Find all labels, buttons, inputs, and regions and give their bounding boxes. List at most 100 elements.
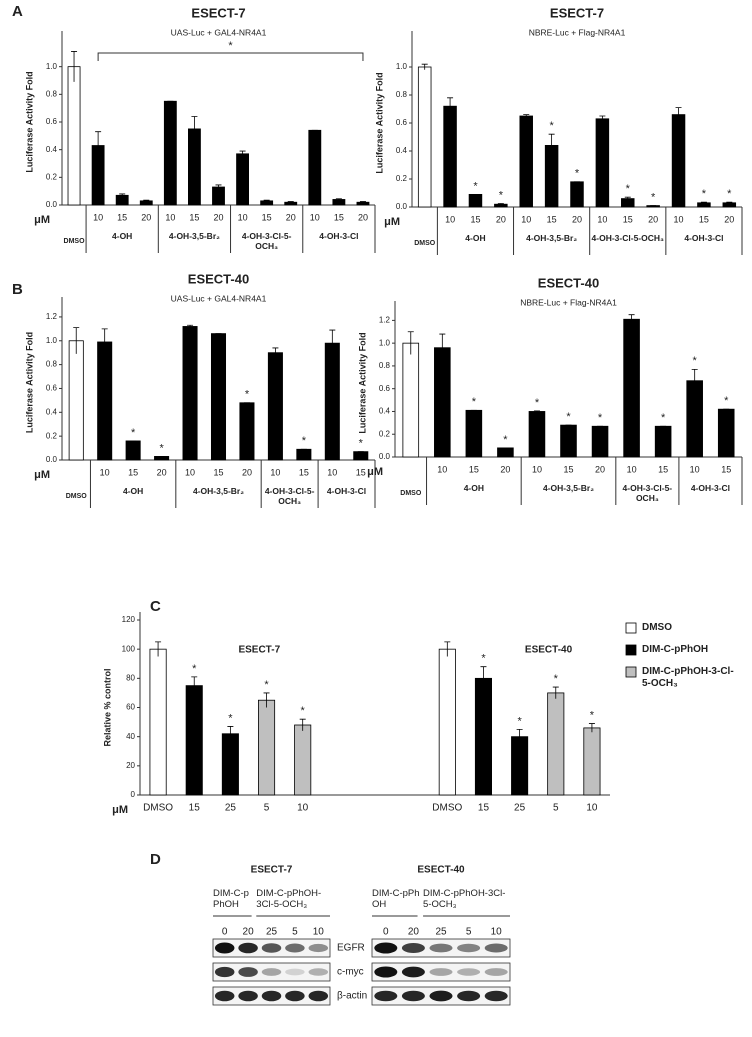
significance-star: *	[535, 397, 540, 409]
error-bar	[359, 201, 366, 203]
y-tick-label: 0.4	[379, 407, 391, 416]
group-label: 4-OH	[112, 231, 133, 241]
protein-label: c-myc	[337, 967, 364, 978]
significance-star: *	[626, 183, 631, 195]
bar	[465, 409, 483, 458]
chart-title: ESECT-40	[538, 275, 599, 290]
y-tick-label: 0.8	[46, 360, 58, 369]
bar	[468, 193, 483, 208]
error-bar	[335, 198, 342, 201]
blot-band	[401, 943, 425, 953]
bar	[686, 380, 703, 458]
x-tick-label: 15	[213, 467, 223, 477]
significance-star: *	[566, 411, 571, 423]
group-label: 4-OH-3,5-Br₂	[526, 233, 578, 243]
bar	[353, 451, 369, 461]
error-bar	[329, 329, 336, 357]
x-tick-label: 15	[189, 803, 201, 814]
x-tick-label: 10	[297, 803, 309, 814]
x-tick-label: 15	[478, 803, 490, 814]
blot-band	[457, 968, 481, 976]
blot-band	[238, 990, 258, 1002]
bar	[332, 199, 346, 206]
bar	[595, 118, 610, 208]
y-axis-label: Luciferase Activity Fold	[24, 71, 34, 172]
error-bar	[299, 718, 306, 731]
group-label: 4-OH-3-Cl	[319, 231, 359, 241]
chart-title: ESECT-7	[191, 5, 245, 20]
chart-title: ESECT-40	[188, 271, 249, 286]
blot-band	[308, 943, 329, 953]
dose-label: 0	[383, 927, 389, 938]
blot-band	[238, 942, 258, 954]
y-tick-label: 0.8	[379, 361, 391, 370]
error-bar	[263, 199, 270, 202]
x-tick-label: 15	[128, 467, 138, 477]
x-tick-label: 10	[586, 803, 598, 814]
x-tick-label: 15	[623, 214, 633, 224]
x-tick-label: 10	[165, 212, 175, 222]
y-tick-label: 0.4	[46, 407, 58, 416]
treatment-label: DIM-C-pPhOH	[213, 888, 249, 910]
significance-star: *	[481, 653, 486, 665]
significance-star: *	[517, 715, 522, 727]
error-bar	[439, 333, 446, 362]
y-tick-label: 0	[131, 790, 136, 799]
x-tick-label: 20	[141, 212, 151, 222]
x-tick-label: 10	[93, 212, 103, 222]
x-tick-label: 15	[547, 214, 557, 224]
group-label: DMSO	[400, 490, 422, 497]
x-unit-label: μM	[384, 216, 400, 228]
bar	[583, 727, 601, 796]
significance-star: *	[575, 168, 580, 180]
blot-band	[374, 942, 398, 954]
dose-label: 10	[491, 927, 503, 938]
error-bar	[700, 201, 707, 204]
y-axis-label: Relative % control	[102, 668, 112, 746]
x-tick-label: 15	[470, 214, 480, 224]
group-label: 4-OH-3,5-Br₂	[542, 483, 594, 493]
error-bar	[191, 676, 198, 695]
error-bar	[119, 193, 126, 197]
chart-title: ESECT-7	[550, 5, 604, 20]
error-bar	[523, 114, 530, 118]
bar	[654, 425, 672, 458]
error-bar	[73, 327, 80, 354]
group-label: 4-OH-3-Cl	[326, 486, 367, 496]
error-bar	[548, 133, 555, 157]
panel-label: B	[12, 281, 23, 298]
bar	[511, 736, 529, 796]
y-tick-label: 0.0	[46, 200, 58, 209]
error-bar	[599, 115, 606, 122]
y-tick-label: 0.6	[46, 117, 58, 126]
error-bar	[263, 692, 270, 708]
significance-star: *	[724, 395, 729, 407]
x-tick-label: 20	[496, 214, 506, 224]
group-label: 4-OH-3,5-Br₂	[192, 486, 244, 496]
bar	[239, 402, 255, 461]
y-tick-label: 0.6	[396, 118, 408, 127]
group-label: DMSO	[63, 238, 85, 245]
y-tick-label: 120	[122, 615, 136, 624]
x-tick-label: 10	[521, 214, 531, 224]
significance-star: *	[549, 120, 554, 132]
x-tick-label: 25	[225, 803, 237, 814]
x-tick-label: 10	[185, 467, 195, 477]
blot-title: ESECT-40	[417, 865, 465, 876]
bracket	[97, 52, 364, 61]
bar	[294, 724, 312, 796]
error-bar	[533, 410, 540, 413]
x-tick-label: 10	[238, 212, 248, 222]
x-unit-label: μM	[34, 469, 50, 481]
bar	[296, 448, 312, 461]
group-label: 4-OH-3-Cl	[690, 483, 731, 493]
bar	[623, 318, 640, 458]
bar	[267, 352, 283, 461]
blot-band	[285, 990, 305, 1002]
x-tick-label: 5	[264, 803, 270, 814]
significance-star: *	[301, 705, 306, 717]
dose-label: 5	[466, 927, 472, 938]
bar	[125, 440, 141, 461]
error-bar	[691, 368, 698, 393]
x-unit-label: μM	[34, 214, 50, 226]
